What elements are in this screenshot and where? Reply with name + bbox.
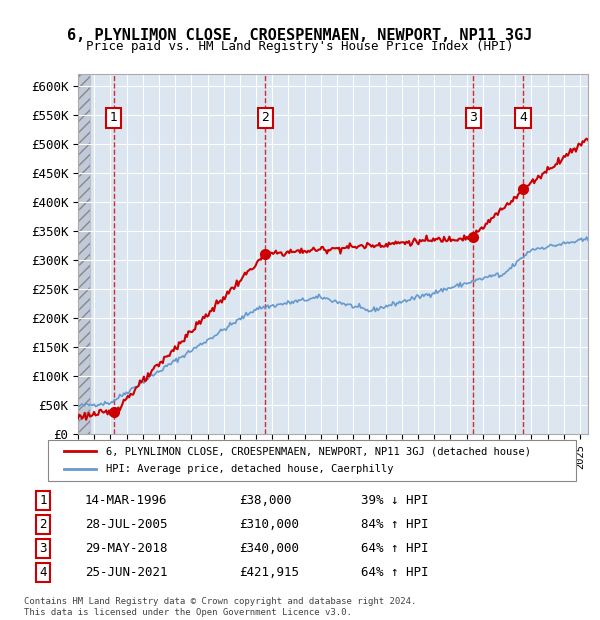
FancyBboxPatch shape: [48, 440, 576, 480]
Text: 3: 3: [469, 112, 477, 125]
Text: 84% ↑ HPI: 84% ↑ HPI: [361, 518, 428, 531]
Text: 2: 2: [40, 518, 47, 531]
Bar: [78, 74, 90, 434]
Text: 1: 1: [110, 112, 118, 125]
Bar: [78, 74, 90, 434]
Text: 64% ↑ HPI: 64% ↑ HPI: [361, 542, 428, 555]
Text: 1: 1: [40, 494, 47, 507]
Text: 28-JUL-2005: 28-JUL-2005: [85, 518, 167, 531]
Text: 6, PLYNLIMON CLOSE, CROESPENMAEN, NEWPORT, NP11 3GJ: 6, PLYNLIMON CLOSE, CROESPENMAEN, NEWPOR…: [67, 28, 533, 43]
Text: 39% ↓ HPI: 39% ↓ HPI: [361, 494, 428, 507]
Text: 4: 4: [40, 566, 47, 579]
Text: £340,000: £340,000: [239, 542, 299, 555]
Text: 6, PLYNLIMON CLOSE, CROESPENMAEN, NEWPORT, NP11 3GJ (detached house): 6, PLYNLIMON CLOSE, CROESPENMAEN, NEWPOR…: [106, 446, 531, 456]
Text: HPI: Average price, detached house, Caerphilly: HPI: Average price, detached house, Caer…: [106, 464, 394, 474]
Text: 2: 2: [262, 112, 269, 125]
Text: 14-MAR-1996: 14-MAR-1996: [85, 494, 167, 507]
Text: £310,000: £310,000: [239, 518, 299, 531]
Text: Price paid vs. HM Land Registry's House Price Index (HPI): Price paid vs. HM Land Registry's House …: [86, 40, 514, 53]
Text: 64% ↑ HPI: 64% ↑ HPI: [361, 566, 428, 579]
Text: £38,000: £38,000: [239, 494, 292, 507]
Text: 29-MAY-2018: 29-MAY-2018: [85, 542, 167, 555]
Text: 4: 4: [519, 112, 527, 125]
Text: Contains HM Land Registry data © Crown copyright and database right 2024.
This d: Contains HM Land Registry data © Crown c…: [24, 598, 416, 617]
Text: 25-JUN-2021: 25-JUN-2021: [85, 566, 167, 579]
Text: 3: 3: [40, 542, 47, 555]
Text: £421,915: £421,915: [239, 566, 299, 579]
